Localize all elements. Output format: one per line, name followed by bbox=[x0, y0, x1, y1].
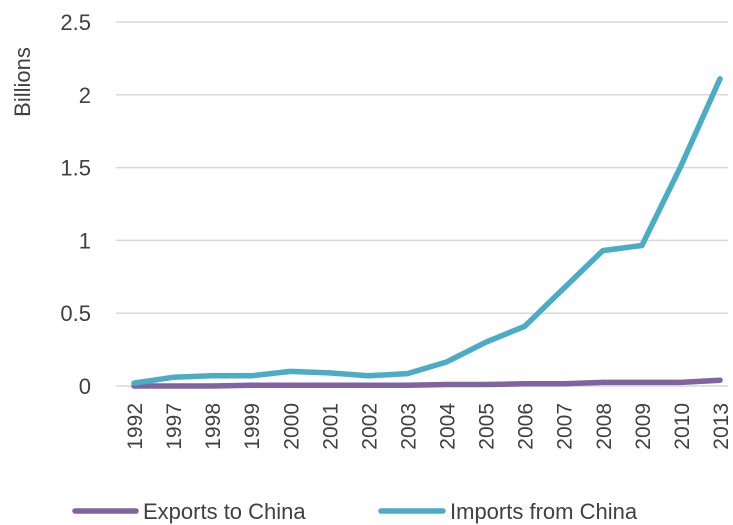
legend: Exports to China Imports from China bbox=[72, 499, 638, 524]
x-tick-label: 2002 bbox=[358, 403, 381, 450]
legend-label: Imports from China bbox=[450, 499, 638, 524]
y-tick-label: 1.5 bbox=[60, 156, 91, 181]
y-tick-label: 1 bbox=[79, 228, 91, 253]
series-line-imports bbox=[131, 76, 723, 386]
x-tick-label: 2005 bbox=[476, 403, 499, 450]
x-tick-label: 2004 bbox=[437, 403, 460, 450]
x-tick-label: 2008 bbox=[593, 403, 616, 450]
x-tick-label: 2007 bbox=[554, 403, 577, 450]
x-tick-label: 2000 bbox=[280, 403, 303, 450]
y-axis-ticks: 0 0.5 1 1.5 2 2.5 bbox=[60, 10, 91, 399]
x-tick-label: 1998 bbox=[202, 403, 225, 450]
series-line-exports bbox=[131, 377, 723, 389]
y-tick-label: 2.5 bbox=[60, 10, 91, 35]
y-tick-label: 2 bbox=[79, 83, 91, 108]
y-axis-label: Billions bbox=[10, 47, 35, 117]
x-tick-label: 2006 bbox=[515, 403, 538, 450]
y-tick-label: 0.5 bbox=[60, 301, 91, 326]
series-lines bbox=[131, 76, 723, 389]
x-tick-label: 2009 bbox=[632, 403, 655, 450]
x-tick-label: 2010 bbox=[671, 403, 694, 450]
x-tick-label: 1997 bbox=[163, 403, 186, 450]
x-axis-ticks: 1992 1997 1998 1999 2000 2001 2002 2003 2004 2005… bbox=[124, 403, 733, 450]
x-tick-label: 2001 bbox=[319, 403, 342, 450]
x-tick-label: 1992 bbox=[124, 403, 147, 450]
x-tick-label: 2013 bbox=[710, 403, 733, 450]
y-tick-label: 0 bbox=[79, 374, 91, 399]
x-tick-label: 2003 bbox=[397, 403, 420, 450]
x-tick-label: 1999 bbox=[241, 403, 264, 450]
legend-label: Exports to China bbox=[143, 499, 306, 524]
gridlines bbox=[116, 21, 728, 314]
